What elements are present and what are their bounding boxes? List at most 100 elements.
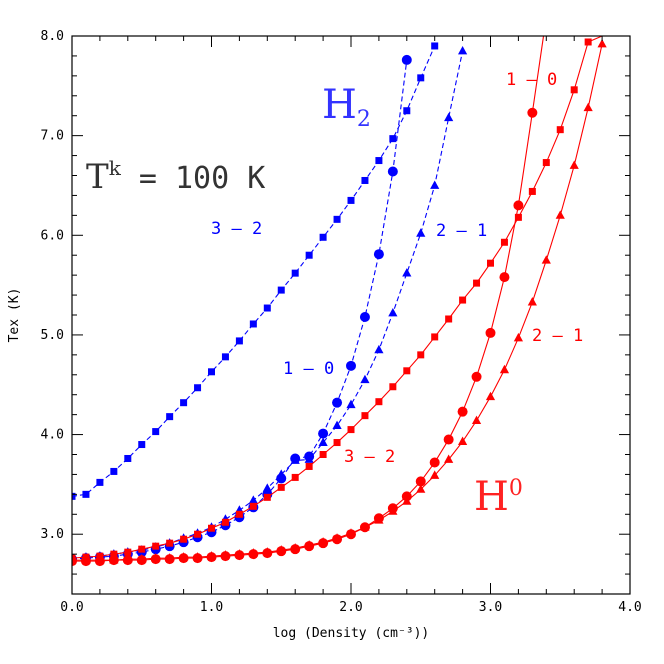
data-point-h0-2-1 <box>597 38 607 48</box>
annotation-h2: H2 <box>322 82 371 132</box>
data-point-h2-1-0 <box>332 397 343 408</box>
data-point-h0-3-2 <box>556 126 564 134</box>
data-point-h0-2-1 <box>444 454 454 463</box>
data-point-h0-3-2 <box>389 383 397 391</box>
data-point-h0-2-1 <box>555 210 565 219</box>
y-tick-label: 7.0 <box>41 129 64 144</box>
data-point-h2-2-1 <box>346 399 356 409</box>
data-point-h0-2-1 <box>248 548 258 557</box>
data-point-h0-2-1 <box>72 555 77 564</box>
data-point-h0-3-2 <box>473 279 481 287</box>
data-point-h2-3-2 <box>319 233 327 241</box>
data-point-h0-2-1 <box>318 537 328 546</box>
data-point-h0-1-0 <box>485 327 496 338</box>
data-point-h0-3-2 <box>514 213 522 221</box>
data-point-h2-3-2 <box>291 269 299 277</box>
data-point-h0-2-1 <box>416 484 426 493</box>
data-point-h0-3-2 <box>570 86 578 94</box>
data-point-h2-3-2 <box>72 492 76 500</box>
data-point-h0-2-1 <box>290 543 300 552</box>
data-point-h0-3-2 <box>361 412 369 420</box>
series-h0-2-1 <box>72 38 607 564</box>
data-point-h2-1-0 <box>318 428 329 439</box>
data-point-h0-2-1 <box>499 364 510 374</box>
data-point-h2-1-0 <box>387 166 398 177</box>
data-point-h0-2-1 <box>137 554 147 563</box>
label-h0-1-0: 1 – 0 <box>506 70 557 90</box>
series-line-h2-1-0 <box>72 59 408 560</box>
data-point-h0-2-1 <box>360 522 370 531</box>
y-tick-label: 3.0 <box>41 527 64 542</box>
data-point-h0-1-0 <box>513 200 524 211</box>
data-point-h0-2-1 <box>304 540 314 549</box>
data-point-h0-2-1 <box>220 550 231 559</box>
data-point-h0-3-2 <box>319 451 327 458</box>
data-point-h0-3-2 <box>291 473 299 481</box>
annotation-h0: H0 <box>474 474 523 520</box>
data-point-h0-1-0 <box>443 434 454 445</box>
label-h0-2-1: 2 – 1 <box>532 326 583 346</box>
data-point-h2-2-1 <box>402 268 412 277</box>
data-point-h2-3-2 <box>208 368 215 376</box>
data-point-h2-3-2 <box>82 490 90 498</box>
data-point-h0-3-2 <box>124 548 132 556</box>
data-point-h2-3-2 <box>263 304 271 312</box>
data-point-h0-3-2 <box>305 462 313 470</box>
data-point-h2-3-2 <box>333 215 341 223</box>
data-point-h0-2-1 <box>179 552 189 561</box>
data-point-h0-3-2 <box>403 367 411 375</box>
data-point-h2-3-2 <box>389 135 397 143</box>
y-tick-label: 5.0 <box>41 328 64 343</box>
data-point-h0-2-1 <box>95 555 105 564</box>
data-point-h2-3-2 <box>361 176 369 184</box>
data-point-h2-2-1 <box>276 469 286 478</box>
data-point-h0-3-2 <box>347 426 355 434</box>
data-point-h2-3-2 <box>180 399 188 407</box>
data-point-h0-1-0 <box>499 272 510 283</box>
data-point-h2-2-1 <box>262 483 272 492</box>
x-tick-label: 0.0 <box>60 600 83 615</box>
data-point-h2-2-1 <box>318 437 328 446</box>
data-point-h0-1-0 <box>429 457 440 468</box>
data-point-h0-2-1 <box>513 332 523 342</box>
data-point-h0-2-1 <box>234 549 244 558</box>
data-point-h0-3-2 <box>110 550 118 558</box>
data-point-h2-3-2 <box>375 157 383 165</box>
data-point-h0-2-1 <box>485 391 496 401</box>
data-point-h0-2-1 <box>583 102 593 112</box>
data-point-h0-2-1 <box>206 551 217 560</box>
data-point-h0-2-1 <box>276 545 286 554</box>
data-point-h2-3-2 <box>166 413 174 421</box>
data-point-h0-2-1 <box>541 255 551 264</box>
data-point-h0-1-0 <box>471 371 482 382</box>
data-point-h2-3-2 <box>417 74 425 82</box>
label-h2-3-2: 3 – 2 <box>211 219 262 239</box>
data-point-h2-2-1 <box>304 454 314 463</box>
data-point-h2-2-1 <box>430 180 440 189</box>
series-h2-2-1 <box>72 45 468 562</box>
data-point-h0-1-0 <box>415 476 426 487</box>
y-tick-label: 8.0 <box>41 29 64 44</box>
data-point-h2-3-2 <box>110 467 118 475</box>
data-point-h2-2-1 <box>374 344 384 354</box>
data-point-h0-2-1 <box>81 555 91 564</box>
data-point-h2-1-0 <box>359 311 370 322</box>
data-point-h0-2-1 <box>165 553 175 562</box>
data-point-h0-2-1 <box>346 528 356 537</box>
data-point-h0-2-1 <box>430 470 440 479</box>
data-point-h2-2-1 <box>360 374 370 384</box>
label-h2-1-0: 1 – 0 <box>283 359 334 379</box>
x-tick-label: 4.0 <box>618 600 641 615</box>
x-tick-label: 3.0 <box>479 600 502 615</box>
data-point-h2-3-2 <box>305 251 313 259</box>
data-point-h0-3-2 <box>208 524 215 532</box>
annotation-tk: Tk = 100 K <box>86 156 265 197</box>
data-point-h0-2-1 <box>109 555 119 564</box>
x-tick-label: 2.0 <box>339 600 362 615</box>
axis-ticks <box>71 35 631 595</box>
data-point-h0-3-2 <box>138 545 146 553</box>
series-h0-1-0 <box>72 36 545 567</box>
data-point-h0-2-1 <box>569 160 579 169</box>
data-point-h2-2-1 <box>458 45 468 55</box>
